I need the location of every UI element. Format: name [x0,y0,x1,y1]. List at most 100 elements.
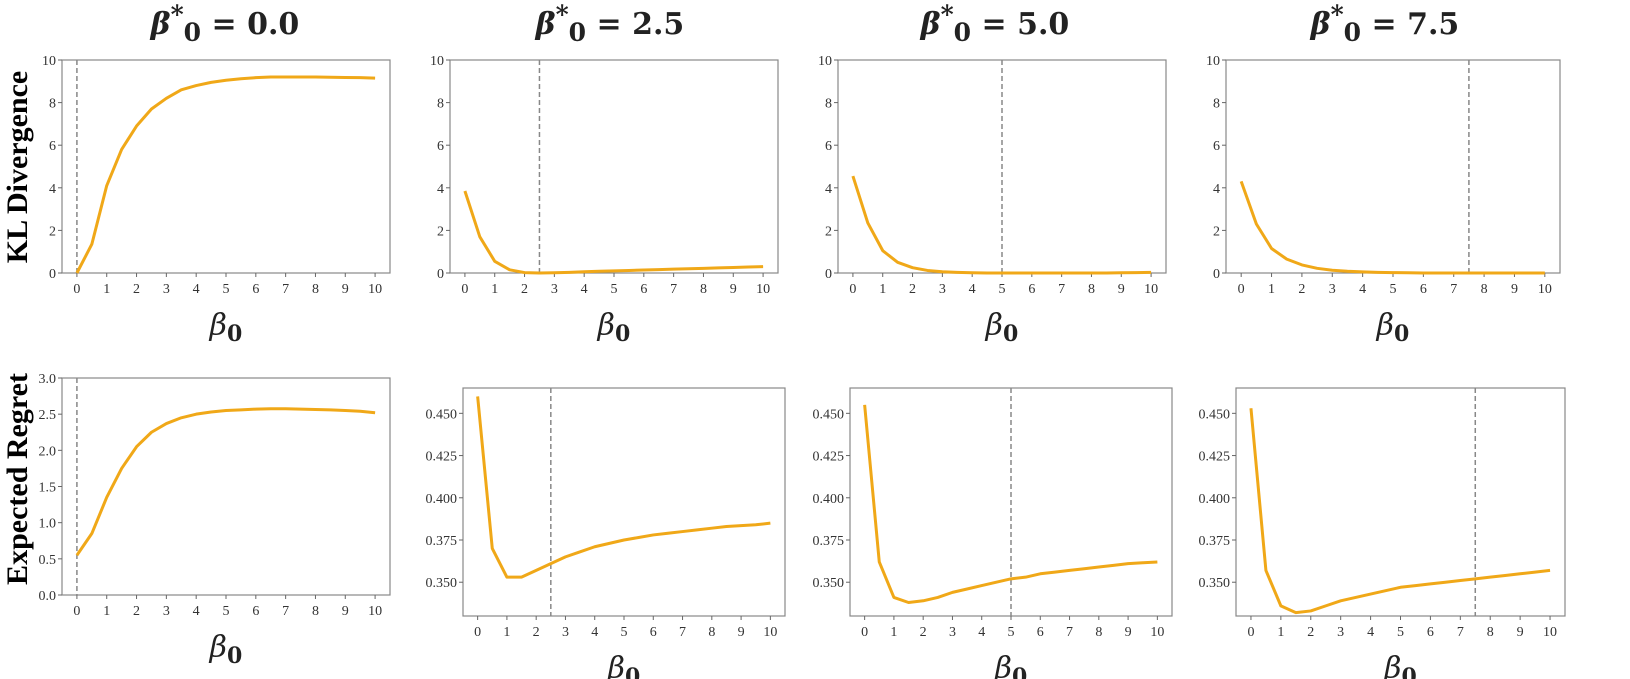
x-tick-label: 2 [521,282,528,297]
x-tick-label: 3 [1337,625,1344,640]
x-tick-label: 5 [611,282,618,297]
y-tick-label: 1.0 [39,517,57,532]
x-tick-label: 7 [282,282,289,297]
y-tick-label: 2 [437,224,444,239]
x-tick-label: 10 [756,282,770,297]
x-tick-label: 0 [1238,282,1245,297]
x-tick-label: 4 [978,625,985,640]
y-tick-label: 4 [49,182,56,197]
y-tick-label: 0.350 [426,576,458,591]
x-tick-label: 8 [1487,625,1494,640]
y-tick-label: 4 [1213,182,1220,197]
x-tick-label: 8 [708,625,715,640]
x-tick-label: 0 [1247,625,1254,640]
y-tick-label: 0.450 [813,407,845,422]
x-tick-label: 6 [1420,282,1427,297]
x-tick-label: 2 [133,282,140,297]
x-tick-label: 2 [909,282,916,297]
y-tick-label: 0.400 [813,492,845,507]
column-title-2: β*0 = 5.0 [920,0,1070,47]
x-tick-label: 0 [474,625,481,640]
x-tick-label: 3 [939,282,946,297]
y-tick-label: 8 [49,97,56,112]
y-tick-label: 6 [825,139,832,154]
y-tick-label: 0.400 [1199,492,1231,507]
x-tick-label: 7 [1058,282,1065,297]
axes-frame [1235,387,1566,617]
y-tick-label: 0.350 [813,576,845,591]
y-tick-label: 0.375 [813,534,845,549]
x-tick-label: 6 [1427,625,1434,640]
y-tick-label: 10 [42,54,56,69]
x-tick-label: 2 [1298,282,1305,297]
x-tick-label: 8 [700,282,707,297]
x-axis-label: β0 [209,308,243,347]
x-tick-label: 2 [133,604,140,619]
y-tick-label: 0.0 [39,589,57,604]
y-tick-label: 6 [437,139,444,154]
x-tick-label: 4 [591,625,598,640]
x-tick-label: 9 [1118,282,1125,297]
x-tick-label: 4 [581,282,588,297]
y-tick-label: 0.425 [1199,450,1231,465]
x-tick-label: 1 [1277,625,1284,640]
y-tick-label: 2.0 [39,444,57,459]
y-tick-label: 0.375 [426,534,458,549]
x-tick-label: 3 [949,625,956,640]
column-title-3: β*0 = 7.5 [1310,0,1460,47]
y-tick-label: 2.5 [39,408,57,423]
x-tick-label: 3 [551,282,558,297]
x-tick-label: 2 [920,625,927,640]
x-tick-label: 10 [1144,282,1158,297]
y-tick-label: 2 [49,224,56,239]
x-tick-label: 8 [312,604,319,619]
x-tick-label: 8 [1481,282,1488,297]
series-line [1249,408,1551,615]
y-tick-label: 0.400 [426,492,458,507]
x-tick-label: 10 [1150,625,1164,640]
x-axis-label: β0 [1383,651,1417,679]
x-axis-label: β0 [597,308,631,347]
x-tick-label: 9 [1511,282,1518,297]
y-tick-label: 8 [1213,97,1220,112]
y-tick-label: 0.425 [426,450,458,465]
x-tick-label: 4 [969,282,976,297]
x-tick-label: 6 [1028,282,1035,297]
y-tick-label: 0.375 [1199,534,1231,549]
x-tick-label: 8 [312,282,319,297]
x-tick-label: 5 [223,282,230,297]
x-tick-label: 3 [163,282,170,297]
y-tick-label: 2 [825,224,832,239]
y-tick-label: 0 [49,267,56,282]
y-tick-label: 6 [1213,139,1220,154]
x-tick-label: 9 [1517,625,1524,640]
x-tick-label: 8 [1088,282,1095,297]
x-tick-label: 7 [1457,625,1464,640]
x-tick-label: 5 [999,282,1006,297]
x-tick-label: 0 [861,625,868,640]
y-tick-label: 10 [1206,54,1220,69]
x-tick-label: 0 [73,282,80,297]
y-tick-label: 4 [825,182,832,197]
x-tick-label: 1 [1268,282,1275,297]
x-tick-label: 0 [73,604,80,619]
x-tick-label: 2 [1307,625,1314,640]
x-tick-label: 1 [503,625,510,640]
x-axis-label: β0 [607,651,641,679]
x-tick-label: 10 [368,282,382,297]
x-tick-label: 7 [1450,282,1457,297]
y-tick-label: 10 [818,54,832,69]
x-axis-label: β0 [209,630,243,669]
x-tick-label: 5 [1390,282,1397,297]
column-title-0: β*0 = 0.0 [150,0,300,47]
x-tick-label: 9 [738,625,745,640]
x-tick-label: 5 [621,625,628,640]
x-tick-label: 6 [640,282,647,297]
x-tick-label: 1 [879,282,886,297]
x-tick-label: 6 [650,625,657,640]
x-tick-label: 6 [1037,625,1044,640]
